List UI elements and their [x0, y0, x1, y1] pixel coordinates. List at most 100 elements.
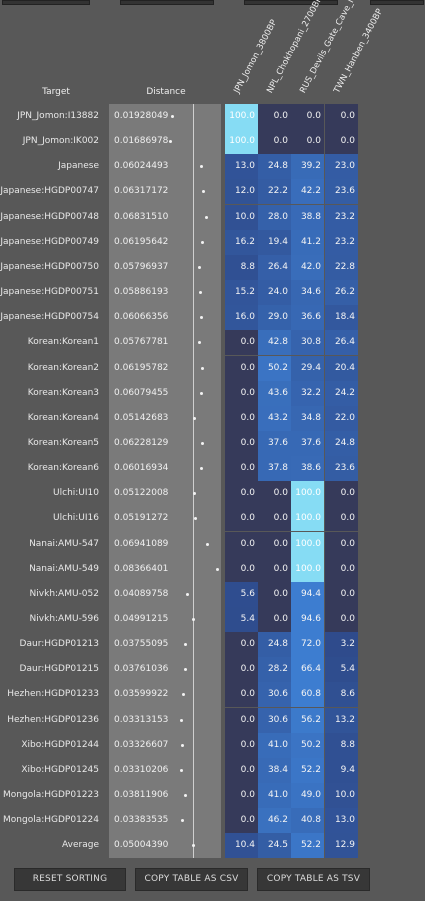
distance-dot — [183, 668, 187, 672]
target-column-header[interactable]: Target — [42, 87, 70, 97]
table-row: Japanese:HGDP00749 0.06195642 16.2 19.4 41.2… — [0, 229, 425, 255]
table-row: Nivkh:AMU-596 0.04991215 5.4 0.0 94.6 0.0 — [0, 607, 425, 632]
distance-value: 0.03313153 — [114, 714, 169, 725]
table-row: Korean:Korean5 0.06228129 0.0 37.6 37.6 24.8 — [0, 430, 425, 456]
population-header[interactable]: RUS_Devils_Gate_Cave_N — [298, 0, 358, 95]
percentage-cell: 0.0 — [258, 129, 291, 155]
distance-dot — [192, 844, 196, 848]
distance-dot — [197, 265, 201, 269]
target-label: Daur:HGDP01215 — [19, 664, 99, 675]
distance-dot — [198, 291, 202, 295]
distance-dot — [183, 794, 187, 798]
table-row: Daur:HGDP01215 0.03761036 0.0 28.2 66.4 5.4 — [0, 657, 425, 683]
percentage-cell: 0.0 — [225, 783, 258, 809]
percentage-cell: 100.0 — [291, 506, 324, 532]
table-row: Japanese:HGDP00750 0.05796937 8.8 26.4 42.0 2… — [0, 254, 425, 280]
distance-value: 0.01928049 — [114, 111, 169, 121]
percentage-cell: 0.0 — [291, 129, 324, 155]
distance-reference-line — [193, 104, 194, 858]
percentage-cell: 3.2 — [325, 632, 358, 658]
copy-csv-button[interactable]: COPY TABLE AS CSV — [135, 868, 248, 891]
target-label: Xibo:HGDP01245 — [21, 764, 99, 775]
population-header-label: NPL_Chokhopani_2700BP — [265, 0, 325, 95]
distance-dot — [193, 416, 197, 420]
percentage-cell: 49.0 — [291, 783, 324, 809]
percentage-cell: 0.0 — [325, 556, 358, 582]
percentage-cell: 16.0 — [225, 305, 258, 331]
target-label: Ulchi:UI16 — [53, 513, 99, 524]
target-label: Hezhen:HGDP01236 — [7, 714, 99, 725]
percentage-cell: 0.0 — [225, 732, 258, 758]
distance-dot — [182, 693, 186, 697]
target-label: Japanese:HGDP00747 — [0, 186, 99, 197]
percentage-cell: 0.0 — [258, 607, 291, 632]
percentage-cell: 50.2 — [258, 355, 291, 381]
percentage-cell: 0.0 — [225, 657, 258, 683]
percentage-cell: 42.2 — [291, 179, 324, 205]
percentage-cell: 13.2 — [325, 707, 358, 733]
population-header[interactable]: JPN_Jomon_3800BP — [232, 18, 279, 95]
distance-dot — [180, 718, 184, 722]
target-label: Nivkh:AMU-052 — [29, 588, 99, 599]
top-toolbar-edge — [0, 0, 425, 6]
percentage-cell: 23.6 — [325, 179, 358, 205]
toolbar-button-4[interactable] — [370, 0, 424, 5]
distance-dot — [200, 240, 204, 244]
distance-value: 0.06195642 — [114, 236, 169, 247]
population-header[interactable]: TWN_Hanben_3400BP — [332, 7, 385, 95]
percentage-cell: 0.0 — [325, 531, 358, 557]
copy-tsv-button[interactable]: COPY TABLE AS TSV — [257, 868, 370, 891]
distance-dot — [199, 165, 203, 169]
distance-value: 0.05122008 — [114, 488, 169, 499]
distance-value: 0.03811906 — [114, 790, 169, 801]
percentage-cell: 50.2 — [291, 732, 324, 758]
percentage-cell: 34.8 — [291, 405, 324, 431]
distance-value: 0.06195782 — [114, 362, 169, 373]
distance-value: 0.06317172 — [114, 186, 169, 197]
distance-value: 0.01686978 — [114, 136, 169, 147]
percentage-cell: 5.6 — [225, 581, 258, 607]
percentage-cell: 23.2 — [325, 204, 358, 230]
percentage-cell: 12.9 — [325, 833, 358, 859]
reset-sorting-button[interactable]: RESET SORTING — [14, 868, 126, 891]
distance-dot — [193, 517, 197, 521]
toolbar-button-2[interactable] — [120, 0, 214, 5]
target-label: Japanese:HGDP00751 — [0, 287, 99, 298]
percentage-cell: 38.8 — [291, 204, 324, 230]
distance-dot — [170, 115, 174, 118]
percentage-cell: 40.8 — [291, 808, 324, 834]
percentage-cell: 0.0 — [258, 556, 291, 582]
percentage-cell: 56.2 — [291, 707, 324, 733]
table-row: Nivkh:AMU-052 0.04089758 5.6 0.0 94.4 0.0 — [0, 581, 425, 607]
distance-value: 0.03383535 — [114, 815, 169, 826]
percentage-cell: 12.0 — [225, 179, 258, 205]
percentage-cell: 0.0 — [258, 531, 291, 557]
percentage-cell: 23.6 — [325, 456, 358, 482]
percentage-cell: 0.0 — [325, 581, 358, 607]
percentage-cell: 0.0 — [325, 129, 358, 155]
percentage-cell: 0.0 — [325, 104, 358, 129]
target-label: Xibo:HGDP01244 — [21, 739, 99, 750]
percentage-cell: 38.4 — [258, 757, 291, 783]
population-header[interactable]: NPL_Chokhopani_2700BP — [265, 0, 324, 95]
percentage-cell: 10.4 — [225, 833, 258, 859]
distance-dot — [197, 341, 201, 345]
percentage-cell: 0.0 — [225, 330, 258, 356]
distance-panel — [109, 104, 221, 858]
toolbar-button-1[interactable] — [2, 0, 90, 5]
percentage-cell: 100.0 — [291, 481, 324, 507]
distance-dot — [199, 391, 203, 395]
distance-dot — [216, 567, 219, 571]
percentage-cell: 0.0 — [291, 104, 324, 129]
percentage-cell: 43.2 — [258, 405, 291, 431]
table-row: Mongola:HGDP01224 0.03383535 0.0 46.2 40.8 13… — [0, 808, 425, 834]
distance-column-header[interactable]: Distance — [146, 87, 186, 97]
toolbar-button-3[interactable] — [244, 0, 338, 5]
percentage-cell: 8.6 — [325, 682, 358, 708]
percentage-cell: 42.8 — [258, 330, 291, 356]
distance-dot — [192, 618, 196, 621]
percentage-cell: 30.6 — [258, 707, 291, 733]
percentage-cell: 8.8 — [325, 732, 358, 758]
percentage-cell: 9.4 — [325, 757, 358, 783]
percentage-cell: 13.0 — [225, 154, 258, 180]
